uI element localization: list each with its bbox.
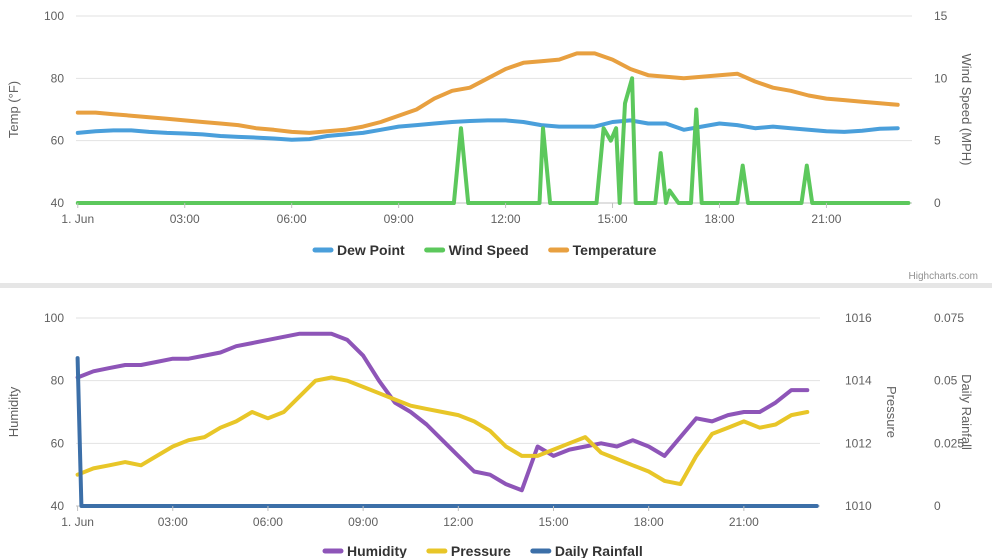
y-tick-label-humidity: 60: [51, 436, 65, 450]
y-tick-label-pressure: 1016: [845, 311, 872, 325]
x-tick-label: 12:00: [491, 212, 521, 226]
axis-title-pressure: Pressure: [884, 386, 899, 438]
y-tick-label-temp-f: 80: [51, 71, 65, 85]
y-tick-label-pressure: 1014: [845, 374, 872, 388]
legend-label: Humidity: [347, 543, 407, 558]
x-tick-label: 03:00: [158, 515, 188, 529]
series-line-dew-point[interactable]: [75, 118, 900, 142]
x-tick-label: 12:00: [443, 515, 473, 529]
series-top: [75, 51, 911, 205]
x-tick-label: 15:00: [598, 212, 628, 226]
y-tick-label-daily-rainfall: 0.05: [934, 374, 958, 388]
legend-label: Daily Rainfall: [555, 543, 643, 558]
y-tick-label-wind-speed-mph: 10: [934, 71, 948, 85]
x-tick-label: 09:00: [384, 212, 414, 226]
legend-label: Dew Point: [337, 242, 405, 258]
series-line-daily-rainfall[interactable]: [75, 356, 819, 508]
legend-top[interactable]: Dew Point Wind Speed Temperature: [312, 242, 657, 258]
y-tick-label-humidity: 40: [51, 499, 65, 513]
legend-label: Wind Speed: [449, 242, 529, 258]
axis-title-humidity: Humidity: [6, 386, 21, 437]
y-tick-label-humidity: 100: [44, 311, 64, 325]
x-tick-label: 21:00: [729, 515, 759, 529]
x-tick-label: 1. Jun: [61, 515, 94, 529]
x-tick-label: 18:00: [704, 212, 734, 226]
x-tick-label: 06:00: [253, 515, 283, 529]
legend-label: Pressure: [451, 543, 511, 558]
x-tick-label: 15:00: [538, 515, 568, 529]
x-tick-label: 06:00: [277, 212, 307, 226]
legend-item-pressure[interactable]: Pressure: [426, 543, 511, 558]
series-line-temperature[interactable]: [75, 51, 900, 135]
y-tick-label-temp-f: 100: [44, 9, 64, 23]
legend-item-dew-point[interactable]: Dew Point: [312, 242, 405, 258]
series-line-pressure[interactable]: [75, 375, 810, 487]
legend-item-daily-rainfall[interactable]: Daily Rainfall: [530, 543, 643, 558]
y-tick-label-wind-speed-mph: 5: [934, 134, 941, 148]
axes-bottom: 1. Jun 03:00 06:00 09:00 12:00 15:00 18:00 21:0…: [6, 311, 974, 529]
x-tick-label: 09:00: [348, 515, 378, 529]
series-bottom: [75, 331, 819, 508]
y-tick-label-temp-f: 40: [51, 196, 65, 210]
weather-chart-bottom: 1. Jun 03:00 06:00 09:00 12:00 15:00 18:00 21:0…: [0, 288, 992, 558]
y-tick-label-wind-speed-mph: 15: [934, 9, 948, 23]
legend-bottom[interactable]: Humidity Pressure Daily Rainfall: [322, 543, 643, 558]
y-tick-label-pressure: 1012: [845, 436, 872, 450]
chart-panel-top: [0, 0, 992, 283]
legend-label: Temperature: [573, 242, 657, 258]
weather-chart-top: 1. Jun 03:00 06:00 09:00 12:00 15:00 18:00 21:0…: [0, 0, 992, 283]
y-tick-label-daily-rainfall: 0: [934, 499, 941, 513]
y-tick-label-daily-rainfall: 0.025: [934, 436, 964, 450]
y-tick-label-daily-rainfall: 0.075: [934, 311, 964, 325]
series-line-wind-speed[interactable]: [75, 76, 911, 205]
legend-item-wind-speed[interactable]: Wind Speed: [424, 242, 529, 258]
credit-label[interactable]: Highcharts.com: [909, 271, 978, 282]
axes-top: 1. Jun 03:00 06:00 09:00 12:00 15:00 18:00 21:0…: [6, 9, 974, 226]
axis-title-wind-speed-mph: Wind Speed (MPH): [959, 54, 974, 166]
x-tick-label: 18:00: [634, 515, 664, 529]
axis-title-temp-f: Temp (°F): [6, 81, 21, 138]
series-line-humidity[interactable]: [75, 331, 810, 493]
axis-title-daily-rainfall: Daily Rainfall: [959, 374, 974, 450]
y-tick-label-temp-f: 60: [51, 134, 65, 148]
legend-item-temperature[interactable]: Temperature: [548, 242, 657, 258]
x-tick-label: 21:00: [811, 212, 841, 226]
legend-item-humidity[interactable]: Humidity: [322, 543, 407, 558]
x-tick-label: 03:00: [170, 212, 200, 226]
y-tick-label-pressure: 1010: [845, 499, 872, 513]
y-tick-label-wind-speed-mph: 0: [934, 196, 941, 210]
chart-panel-bottom: [0, 288, 992, 558]
y-tick-label-humidity: 80: [51, 374, 65, 388]
x-tick-label: 1. Jun: [61, 212, 94, 226]
